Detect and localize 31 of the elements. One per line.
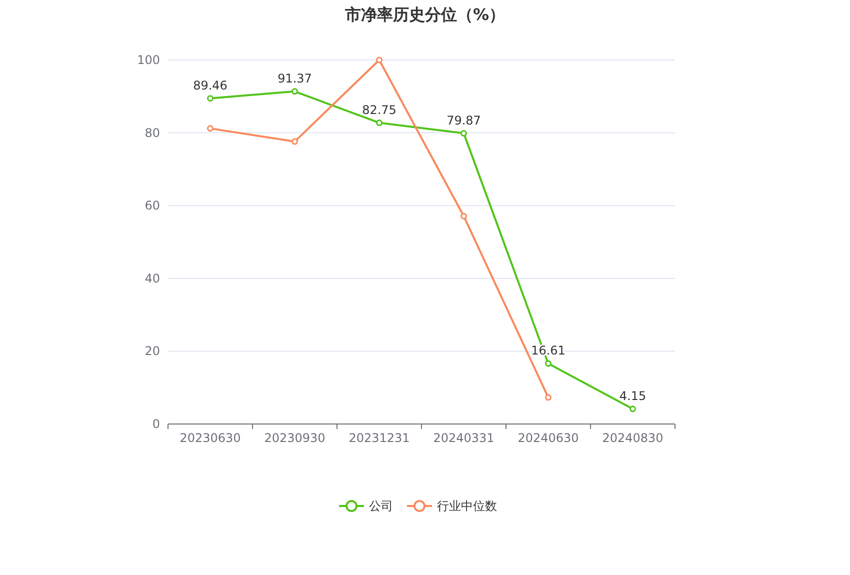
- y-tick-label: 100: [137, 53, 160, 67]
- point: [460, 130, 467, 137]
- x-tick-label: 20240830: [602, 431, 664, 445]
- y-tick-label: 60: [144, 198, 160, 213]
- y-tick-label: 80: [144, 126, 160, 140]
- point: [207, 125, 214, 132]
- point: [460, 212, 467, 220]
- point: [376, 120, 382, 126]
- x-tick-label: 20231231: [348, 431, 410, 445]
- legend-label: 公司: [369, 499, 393, 513]
- y-tick-label: 40: [144, 271, 160, 286]
- x-tick-label: 20230930: [264, 431, 326, 445]
- point: [292, 138, 298, 145]
- x-tick-label: 20240630: [518, 431, 579, 445]
- point: [207, 95, 214, 102]
- point: [630, 406, 636, 412]
- data-label: 91.37: [278, 71, 312, 86]
- point: [376, 56, 382, 64]
- point: [545, 394, 552, 401]
- data-label: 4.15: [619, 388, 646, 403]
- chart-title: 市净率历史分位（%）: [344, 5, 506, 24]
- y-tick-label: 0: [152, 417, 160, 431]
- point: [292, 88, 298, 95]
- y-tick-label: 20: [144, 344, 160, 358]
- data-label: 79.87: [446, 113, 481, 128]
- data-label: 89.46: [193, 78, 228, 92]
- data-label: 82.75: [362, 102, 396, 117]
- x-tick-label: 20230630: [180, 431, 241, 445]
- legend-label: 行业中位数: [437, 499, 497, 513]
- x-tick-label: 20240331: [433, 431, 494, 445]
- point: [545, 360, 552, 367]
